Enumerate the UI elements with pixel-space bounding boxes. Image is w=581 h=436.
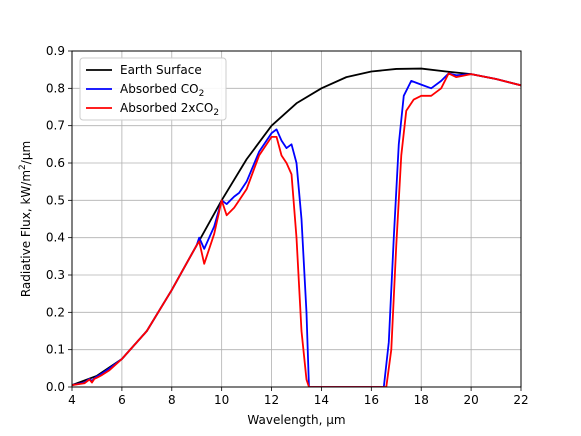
x-tick-label: 4 bbox=[68, 393, 76, 407]
y-tick-label: 0.5 bbox=[46, 193, 65, 207]
legend: Earth Surface Absorbed CO2 Absorbed 2xCO2 bbox=[79, 57, 227, 121]
y-tick-label: 0.0 bbox=[46, 380, 65, 394]
tick-layer: 4 6 8 10 12 14 16 18 20 22 0.0 0.1 0.2 0.3 0.4 0.5 0.6 0.… bbox=[46, 44, 529, 407]
x-tick-label: 18 bbox=[414, 393, 429, 407]
series-line-absorbed-co2 bbox=[72, 72, 521, 387]
legend-label: Absorbed CO2 bbox=[120, 82, 204, 99]
y-tick-label: 0.9 bbox=[46, 44, 65, 58]
x-tick-label: 14 bbox=[314, 393, 329, 407]
y-tick-label: 0.7 bbox=[46, 119, 65, 133]
legend-label: Earth Surface bbox=[120, 63, 202, 77]
y-tick-label: 0.3 bbox=[46, 268, 65, 282]
x-tick-label: 16 bbox=[364, 393, 379, 407]
x-tick-label: 12 bbox=[264, 393, 279, 407]
y-tick-label: 0.1 bbox=[46, 343, 65, 357]
y-axis-label: Radiative Flux, kW/m2/μm bbox=[18, 141, 33, 297]
x-tick-label: 10 bbox=[214, 393, 229, 407]
x-axis-label: Wavelength, μm bbox=[247, 413, 345, 427]
series-line-absorbed-2xco2 bbox=[72, 72, 521, 387]
y-tick-label: 0.6 bbox=[46, 156, 65, 170]
legend-box bbox=[79, 57, 227, 121]
y-tick-label: 0.4 bbox=[46, 231, 65, 245]
plot-frame bbox=[71, 50, 522, 388]
x-tick-label: 22 bbox=[513, 393, 528, 407]
series-layer bbox=[72, 67, 521, 387]
y-tick-label: 0.2 bbox=[46, 305, 65, 319]
x-tick-label: 20 bbox=[463, 393, 478, 407]
x-tick-label: 6 bbox=[118, 393, 126, 407]
y-tick-label: 0.8 bbox=[46, 81, 65, 95]
legend-label: Absorbed 2xCO2 bbox=[120, 101, 219, 118]
x-tick-label: 8 bbox=[168, 393, 176, 407]
